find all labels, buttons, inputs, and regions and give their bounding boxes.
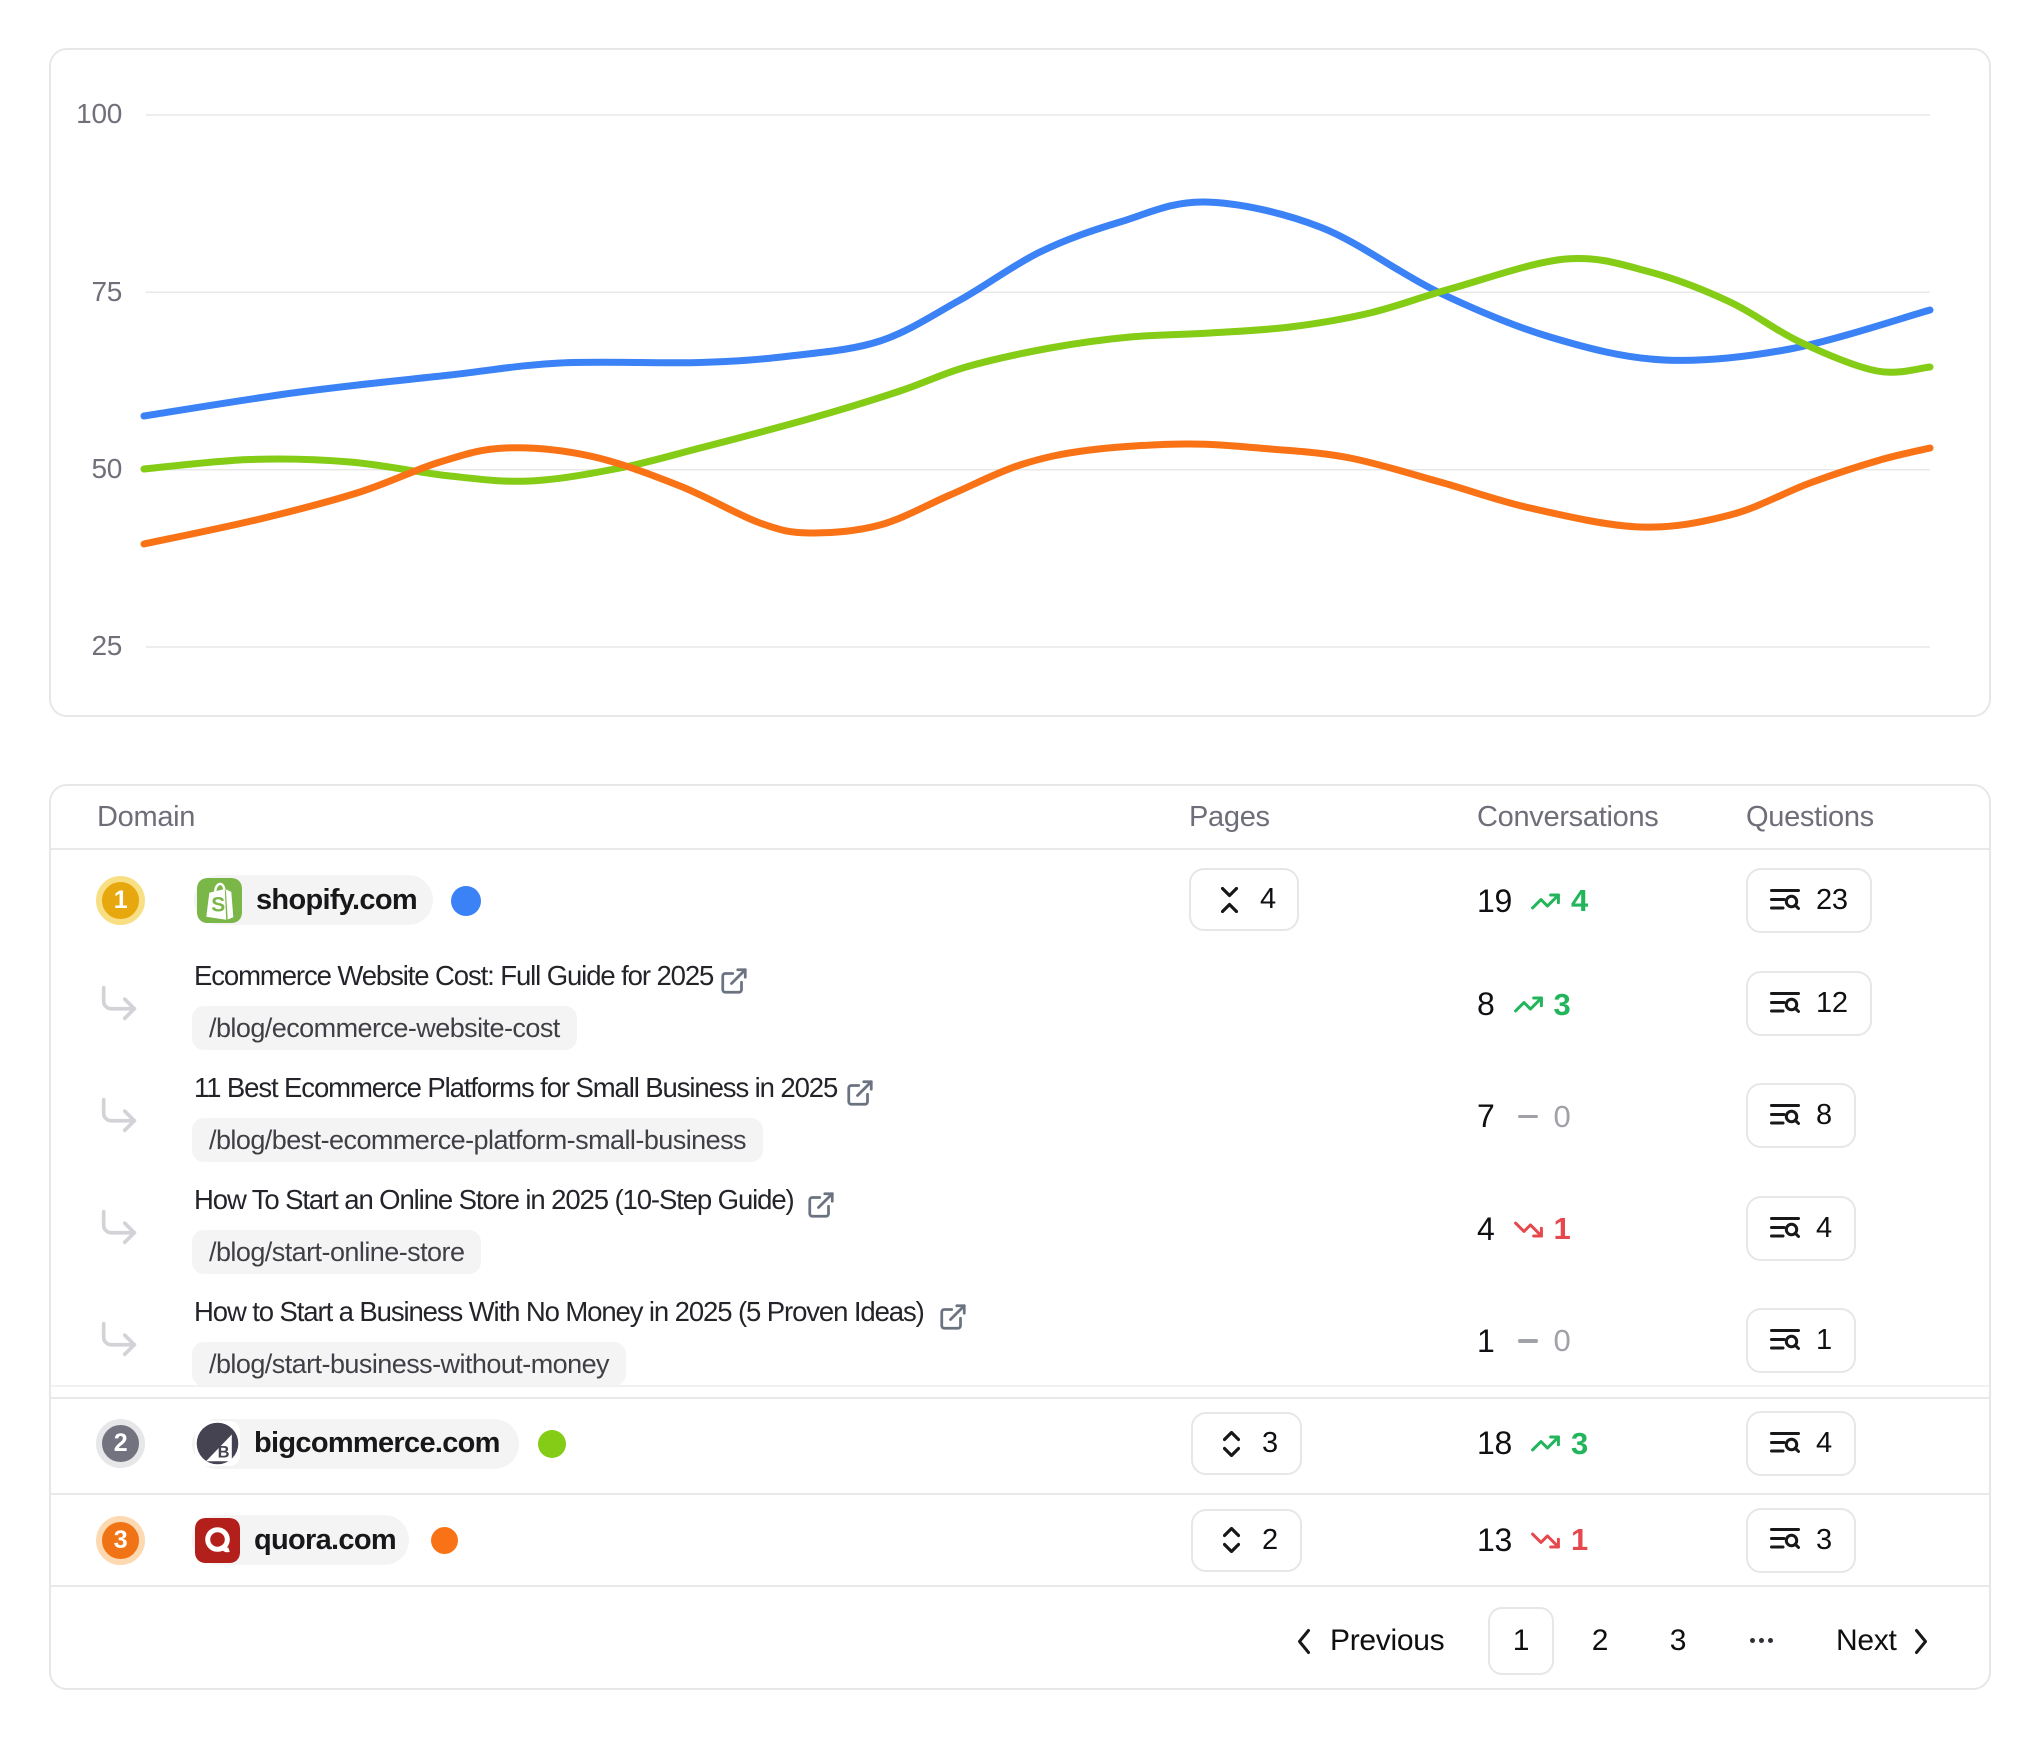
- svg-text:S: S: [211, 893, 225, 916]
- svg-text:B: B: [218, 1444, 230, 1462]
